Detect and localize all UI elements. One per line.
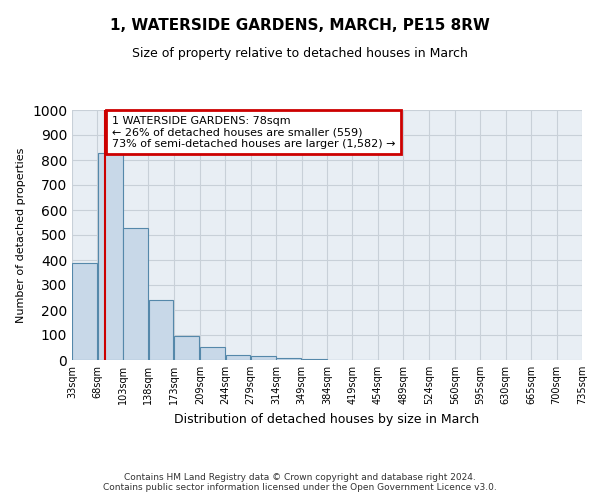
X-axis label: Distribution of detached houses by size in March: Distribution of detached houses by size … [175,412,479,426]
Bar [98,152,122,360]
Text: Size of property relative to detached houses in March: Size of property relative to detached ho… [132,48,468,60]
Bar [123,228,148,360]
Y-axis label: Number of detached properties: Number of detached properties [16,148,26,322]
Bar [149,300,173,360]
Bar [277,358,301,360]
Bar [302,359,327,360]
Text: Contains HM Land Registry data © Crown copyright and database right 2024.
Contai: Contains HM Land Registry data © Crown c… [103,473,497,492]
Bar [174,336,199,360]
Bar [72,262,97,360]
Bar [251,356,276,360]
Bar [200,347,225,360]
Text: 1, WATERSIDE GARDENS, MARCH, PE15 8RW: 1, WATERSIDE GARDENS, MARCH, PE15 8RW [110,18,490,32]
Bar [226,355,250,360]
Text: 1 WATERSIDE GARDENS: 78sqm
← 26% of detached houses are smaller (559)
73% of sem: 1 WATERSIDE GARDENS: 78sqm ← 26% of deta… [112,116,395,148]
